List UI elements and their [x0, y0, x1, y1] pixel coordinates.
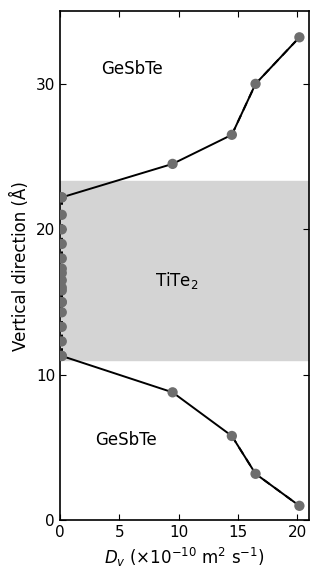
Point [59, 298, 64, 307]
Point [59, 240, 64, 249]
Point [59, 193, 64, 202]
Point [59, 276, 64, 285]
Point [59, 193, 64, 202]
Point [170, 387, 175, 397]
Point [59, 210, 64, 219]
Text: GeSbTe: GeSbTe [101, 60, 163, 78]
Point [59, 351, 64, 361]
Point [59, 269, 64, 278]
Point [59, 351, 64, 361]
Point [59, 264, 64, 273]
Point [59, 322, 64, 332]
Point [297, 501, 302, 510]
Text: GeSbTe: GeSbTe [96, 432, 157, 450]
Bar [60, 182, 309, 360]
Point [59, 254, 64, 263]
Point [59, 283, 64, 292]
X-axis label: $D_v$ ($\times$10$^{-10}$ m$^2$ s$^{-1}$): $D_v$ ($\times$10$^{-10}$ m$^2$ s$^{-1}$… [104, 546, 265, 569]
Point [59, 298, 64, 307]
Point [229, 432, 235, 441]
Point [59, 224, 64, 234]
Point [59, 307, 64, 317]
Y-axis label: Vertical direction (Å): Vertical direction (Å) [11, 181, 30, 351]
Point [59, 286, 64, 295]
Point [170, 160, 175, 169]
Point [229, 130, 235, 139]
Point [253, 469, 258, 478]
Point [253, 79, 258, 89]
Point [59, 337, 64, 346]
Point [297, 32, 302, 42]
Text: TiTe$_2$: TiTe$_2$ [155, 270, 198, 291]
